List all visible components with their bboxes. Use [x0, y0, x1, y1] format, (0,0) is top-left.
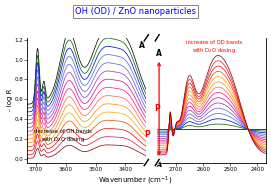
- Text: Wavenumber (cm$^{-1}$): Wavenumber (cm$^{-1}$): [98, 175, 173, 187]
- Text: A: A: [156, 49, 162, 58]
- Text: decrease of OH bands
with D$_2$O dosing: decrease of OH bands with D$_2$O dosing: [34, 129, 92, 144]
- Text: P: P: [144, 130, 150, 139]
- Text: A: A: [139, 41, 145, 50]
- Y-axis label: - log R: - log R: [7, 89, 13, 111]
- Text: increase of OD bands
with D$_2$O dosing: increase of OD bands with D$_2$O dosing: [186, 40, 242, 55]
- Text: P: P: [155, 104, 160, 113]
- Text: A: A: [156, 160, 162, 169]
- Text: OH (OD) / ZnO nanoparticles: OH (OD) / ZnO nanoparticles: [75, 7, 196, 16]
